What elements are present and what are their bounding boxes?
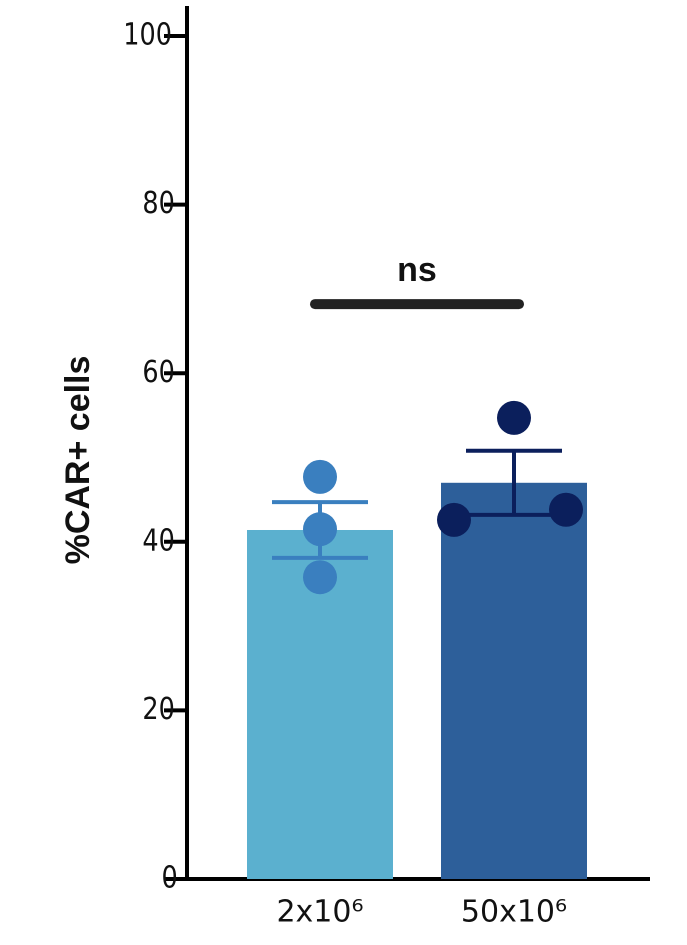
y-tick-label: 20 (142, 691, 174, 727)
significance-label: ns (397, 251, 437, 289)
y-tick-label: 100 (123, 17, 172, 53)
x-tick-label: 2x10⁶ (276, 895, 363, 930)
bar (441, 482, 587, 879)
data-point (437, 502, 471, 537)
data-point (549, 492, 583, 527)
data-point (303, 560, 337, 595)
x-tick-label: 50x10⁶ (461, 895, 567, 930)
y-tick-label: 40 (142, 522, 174, 558)
data-point (303, 512, 337, 547)
y-tick-label: 0 (161, 860, 177, 896)
y-tick-label: 60 (142, 354, 174, 390)
data-point (497, 400, 531, 435)
y-axis-label: %CAR+ cells (59, 356, 97, 565)
y-tick-label: 80 (142, 185, 174, 221)
data-point (303, 459, 337, 494)
